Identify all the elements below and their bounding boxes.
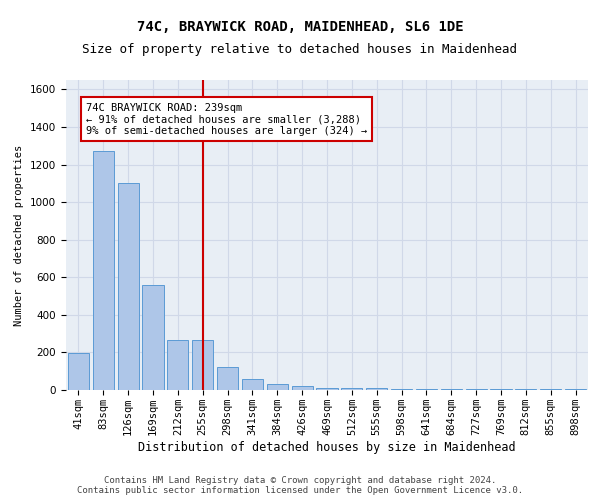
Bar [242,378,263,390]
Bar [416,389,437,390]
Bar [316,388,338,390]
Bar [192,340,213,390]
X-axis label: Distribution of detached houses by size in Maidenhead: Distribution of detached houses by size … [138,440,516,454]
Bar [292,386,313,390]
Bar [267,384,288,390]
Bar [217,368,238,390]
Text: Size of property relative to detached houses in Maidenhead: Size of property relative to detached ho… [83,42,517,56]
Y-axis label: Number of detached properties: Number of detached properties [14,144,25,326]
Text: 74C, BRAYWICK ROAD, MAIDENHEAD, SL6 1DE: 74C, BRAYWICK ROAD, MAIDENHEAD, SL6 1DE [137,20,463,34]
Text: Contains HM Land Registry data © Crown copyright and database right 2024.
Contai: Contains HM Land Registry data © Crown c… [77,476,523,495]
Bar [366,388,387,390]
Bar [391,389,412,390]
Bar [341,388,362,390]
Text: 74C BRAYWICK ROAD: 239sqm
← 91% of detached houses are smaller (3,288)
9% of sem: 74C BRAYWICK ROAD: 239sqm ← 91% of detac… [86,102,367,136]
Bar [466,389,487,390]
Bar [68,354,89,390]
Bar [167,340,188,390]
Bar [93,152,114,390]
Bar [142,285,164,390]
Bar [118,184,139,390]
Bar [441,389,462,390]
